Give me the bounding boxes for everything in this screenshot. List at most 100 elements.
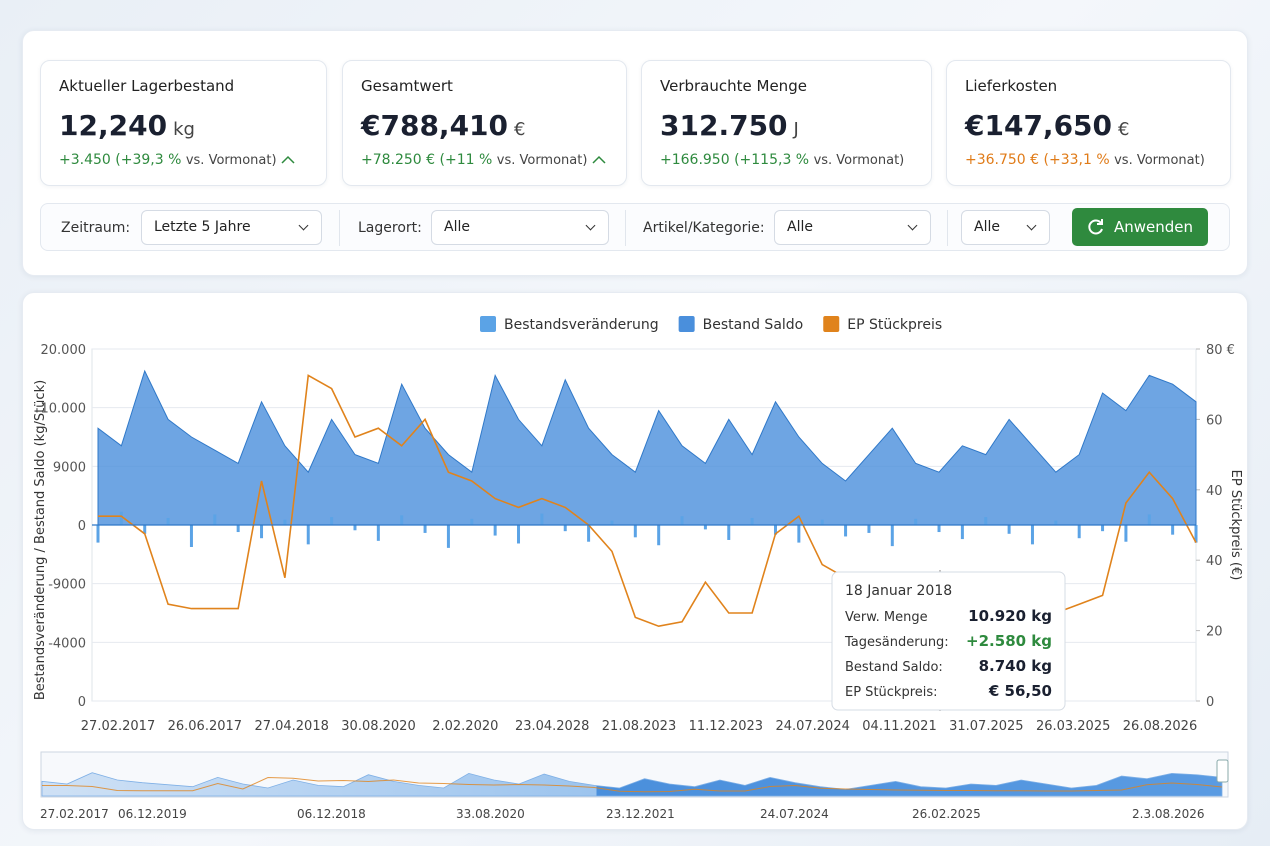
change-bar	[446, 525, 450, 548]
legend-label: EP Stückpreis	[847, 317, 942, 333]
tooltip-value: € 56,50	[988, 682, 1052, 700]
change-bar	[1147, 514, 1151, 525]
kpi-value-row: €788,410 €	[361, 109, 608, 142]
kpi-delta: +78.250 € (+11 %	[361, 152, 493, 168]
y2-axis-title: EP Stückpreis (€)	[1228, 470, 1243, 581]
change-bar	[1101, 525, 1105, 532]
kpi-title: Verbrauchte Menge	[660, 77, 807, 95]
change-bar	[797, 525, 801, 543]
y2-tick-label: 20	[1206, 625, 1223, 640]
kpi-title: Aktueller Lagerbestand	[59, 77, 235, 95]
change-bar	[1007, 525, 1011, 534]
kpi-note: vs. Vormonat)	[496, 153, 588, 168]
legend-swatch	[823, 316, 840, 332]
change-bar	[1054, 520, 1058, 525]
extra-select[interactable]: Alle	[961, 210, 1050, 245]
kpi-unit: J	[793, 119, 799, 140]
change-bar	[960, 525, 964, 540]
change-bar	[493, 525, 497, 536]
x-tick-label: 26.03.2025	[1036, 719, 1110, 734]
apply-button[interactable]: Anwenden	[1072, 208, 1208, 246]
change-bar	[1171, 525, 1175, 535]
kpi-note: vs. Vormonat)	[185, 153, 277, 168]
kpi-delta-row: +36.750 € (+33,1 % vs. Vormonat)	[965, 152, 1212, 168]
change-bar	[773, 525, 777, 535]
change-bar	[470, 518, 474, 525]
kpi-card: Verbrauchte Menge 312.750 J +166.950 (+11…	[641, 60, 932, 186]
x-tick-label: 30.08.2020	[341, 719, 415, 734]
kpi-title: Gesamtwert	[361, 77, 453, 95]
change-bar	[563, 525, 567, 532]
separator	[339, 210, 340, 246]
tooltip-value: +2.580 kg	[966, 632, 1052, 650]
change-bar	[189, 525, 193, 547]
change-bar	[423, 525, 427, 533]
navigator-label: 24.07.2024	[760, 807, 829, 821]
change-bar	[1124, 525, 1128, 542]
change-bar	[890, 525, 894, 547]
kpi-delta: +166.950 (+115,3 %	[660, 152, 810, 168]
filter-label: Lagerort:	[358, 220, 422, 236]
change-bar	[236, 525, 240, 533]
y2-tick-label: 60	[1206, 413, 1223, 428]
kpi-card: Lieferkosten €147,650 € +36.750 € (+33,1 …	[946, 60, 1231, 186]
y2-tick-label: 40	[1206, 554, 1223, 569]
change-bar	[400, 515, 404, 525]
change-bar	[610, 520, 614, 525]
kpi-value: €788,410	[361, 109, 509, 142]
navigator-label: 26.02.2025	[912, 807, 981, 821]
navigator-label: 06.12.2019	[118, 807, 187, 821]
chart-panel	[22, 292, 1248, 830]
period-select[interactable]: Letzte 5 Jahre	[141, 210, 322, 245]
kpi-card: Aktueller Lagerbestand 12,240 kg +3.450 (…	[40, 60, 327, 186]
navigator-label: 33.08.2020	[456, 807, 525, 821]
x-tick-label: 23.04.2028	[515, 719, 589, 734]
y-tick-label: 20.000	[41, 343, 87, 358]
filter-label: Artikel/Kategorie:	[643, 220, 765, 236]
trend-icon	[281, 155, 295, 164]
change-bar	[1030, 525, 1034, 545]
filter-bar: Zeitraum: Letzte 5 Jahre Lagerort: Alle …	[40, 203, 1230, 251]
change-bar	[844, 525, 848, 537]
x-tick-label: 2.02.2020	[432, 719, 498, 734]
change-bar	[914, 518, 918, 525]
y-tick-label: 0	[78, 519, 86, 534]
refresh-icon	[1088, 219, 1103, 235]
tooltip-value: 8.740 kg	[979, 657, 1052, 675]
kpi-value-row: €147,650 €	[965, 109, 1212, 142]
change-bar	[703, 525, 707, 530]
y2-tick-label: 80 €	[1206, 343, 1235, 358]
x-tick-label: 26.06.2017	[168, 719, 242, 734]
navigator-label: 2.3.08.2026	[1132, 807, 1205, 821]
kpi-note: vs. Vormonat)	[1114, 153, 1205, 168]
change-bar	[820, 519, 824, 525]
legend-swatch	[480, 316, 496, 332]
kpi-delta-row: +78.250 € (+11 % vs. Vormonat)	[361, 152, 608, 168]
navigator-price	[42, 776, 1223, 793]
y-tick-label: -9000	[48, 578, 86, 593]
article-select[interactable]: Alle	[774, 210, 931, 245]
kpi-value: 12,240	[59, 109, 168, 142]
kpi-value-row: 312.750 J	[660, 109, 913, 142]
change-bar	[260, 525, 264, 539]
trend-icon	[592, 155, 606, 164]
location-select[interactable]: Alle	[431, 210, 609, 245]
tooltip-key: Verw. Menge	[845, 610, 928, 625]
change-bar	[680, 516, 684, 525]
saldo-area	[97, 369, 1197, 526]
kpi-card: Gesamtwert €788,410 € +78.250 € (+11 % vs…	[342, 60, 627, 186]
change-bar	[587, 525, 591, 542]
change-bar	[1194, 525, 1198, 543]
x-tick-label: 11.12.2023	[689, 719, 763, 734]
kpi-note: vs. Vormonat)	[813, 153, 905, 168]
change-bar	[213, 514, 217, 525]
y-tick-label: -4000	[48, 636, 86, 651]
x-tick-label: 21.08.2023	[602, 719, 676, 734]
change-bar	[143, 525, 147, 534]
separator	[625, 210, 626, 246]
separator	[947, 210, 948, 246]
tooltip-box	[831, 571, 1066, 711]
navigator-label: 27.02.2017	[40, 807, 109, 821]
tooltip-key: Bestand Saldo:	[845, 660, 943, 675]
